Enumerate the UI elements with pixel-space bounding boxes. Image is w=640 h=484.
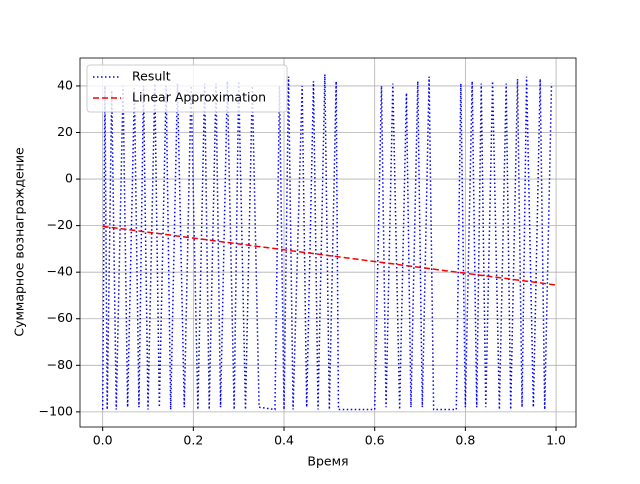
x-tick-label: 0.8: [455, 433, 475, 448]
y-tick-label: −100: [39, 403, 73, 418]
y-tick-label: 0: [65, 171, 73, 186]
y-tick-label: −40: [47, 264, 73, 279]
y-tick-label: −20: [47, 217, 73, 232]
x-axis-label: Время: [307, 454, 348, 469]
legend-label: Result: [132, 69, 171, 84]
x-tick-label: 0.4: [274, 433, 294, 448]
y-tick-label: −80: [47, 357, 73, 372]
x-tick-label: 1.0: [546, 433, 566, 448]
data-line: [101, 74, 553, 411]
y-tick-label: 20: [57, 124, 73, 139]
legend-label: Linear Approximation: [132, 90, 266, 105]
y-tick-label: −60: [47, 310, 73, 325]
data-line: [102, 225, 557, 286]
x-tick-label: 0.2: [183, 433, 203, 448]
legend-box: [86, 64, 288, 113]
y-tick-label: 40: [57, 77, 73, 92]
y-axis-label: Суммарное вознаграждение: [12, 147, 27, 337]
x-tick-label: 0.6: [365, 433, 385, 448]
x-tick-label: 0.0: [93, 433, 113, 448]
plot-frame: [79, 57, 577, 428]
